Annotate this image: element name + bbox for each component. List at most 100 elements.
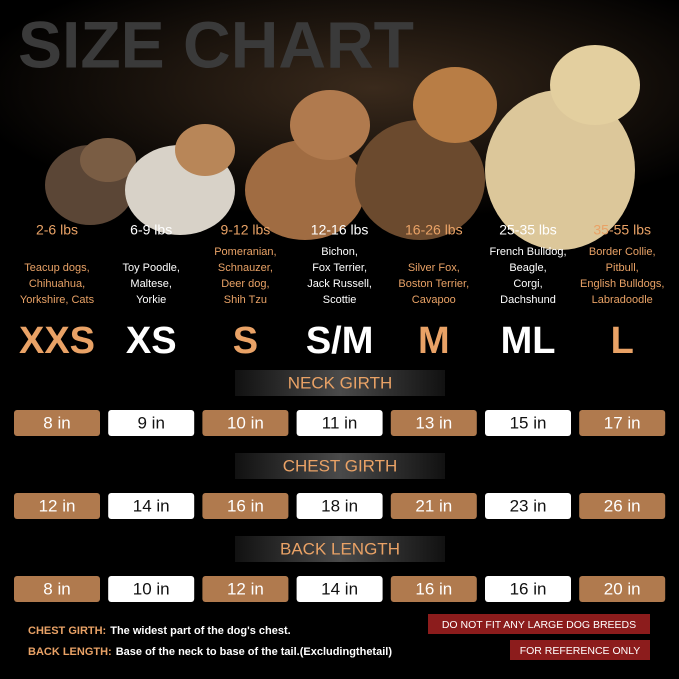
value: 10 in	[133, 579, 170, 598]
value-box	[202, 410, 289, 436]
weight: 9-12 lbs	[220, 222, 270, 238]
weight: 16-26 lbs	[405, 222, 463, 238]
warning: FOR REFERENCE ONLY	[520, 645, 641, 657]
value-box	[202, 493, 289, 519]
size-label: S/M	[306, 320, 374, 362]
breed: Teacup dogs,	[24, 262, 89, 274]
value-box	[390, 410, 477, 436]
value: 8 in	[43, 413, 70, 432]
breed: Bichon,	[321, 246, 358, 258]
section-header-bar	[235, 536, 445, 562]
breed: Cavapoo	[412, 294, 456, 306]
value-box	[14, 576, 100, 602]
size-label: S	[233, 320, 258, 362]
warnings: DO NOT FIT ANY LARGE DOG BREEDS FOR REFER…	[428, 614, 650, 660]
value: 16 in	[415, 579, 452, 598]
breed: Fox Terrier,	[312, 262, 367, 274]
weight: 2-6 lbs	[36, 222, 78, 238]
section-header-bar	[235, 370, 445, 396]
breed: Silver Fox,	[408, 262, 460, 274]
weight: 12-16 lbs	[311, 222, 369, 238]
breed: Labradoodle	[592, 294, 653, 306]
size-label: M	[418, 320, 450, 362]
dog-illustrations	[45, 45, 640, 250]
value: 17 in	[604, 413, 641, 432]
warning-box	[510, 640, 650, 660]
section-header: CHEST GIRTH	[283, 456, 398, 475]
size-label: XXS	[19, 320, 95, 362]
breed: English Bulldogs,	[580, 278, 664, 290]
warning-box	[428, 614, 650, 634]
size-columns: 2-6 lbs Teacup dogs, Chihuahua, Yorkshire, …	[19, 222, 664, 362]
breed: Boston Terrier,	[398, 278, 469, 290]
breed: Pitbull,	[606, 262, 639, 274]
value-box	[296, 576, 383, 602]
value-box	[108, 493, 195, 519]
value-box	[108, 410, 195, 436]
weight: 25-35 lbs	[499, 222, 557, 238]
value: 11 in	[322, 413, 358, 432]
section-header: NECK GIRTH	[288, 373, 393, 392]
note-term: CHEST GIRTH:	[28, 625, 106, 637]
note: BACK LENGTH: Base of the neck to base of …	[28, 646, 392, 658]
value-box	[296, 410, 383, 436]
value-box	[14, 493, 100, 519]
value: 12 in	[39, 496, 76, 515]
value: 15 in	[510, 413, 547, 432]
value: 14 in	[133, 496, 170, 515]
breed: Shih Tzu	[224, 294, 267, 306]
size-label: L	[611, 320, 634, 362]
breed: Maltese,	[130, 278, 172, 290]
breed: Toy Poodle,	[122, 262, 179, 274]
value: 16 in	[510, 579, 547, 598]
note-text: Base of the neck to base of the tail.(Ex…	[116, 646, 393, 658]
breed: Deer dog,	[221, 278, 269, 290]
value-box	[579, 493, 666, 519]
breed: Jack Russell,	[307, 278, 372, 290]
breed: Beagle,	[509, 262, 546, 274]
value: 10 in	[227, 413, 264, 432]
breed: Yorkshire, Cats	[20, 294, 95, 306]
value: 9 in	[137, 413, 164, 432]
breed: Pomeranian,	[214, 246, 276, 258]
value: 18 in	[321, 496, 358, 515]
title: SIZE CHART	[18, 7, 414, 81]
value-box	[579, 576, 666, 602]
value-box	[579, 410, 666, 436]
breed: Scottie	[323, 294, 357, 306]
value: 13 in	[415, 413, 452, 432]
value: 21 in	[415, 496, 452, 515]
note-term: BACK LENGTH:	[28, 646, 112, 658]
weight: 35-55 lbs	[593, 222, 651, 238]
value-box	[202, 576, 289, 602]
value-box	[485, 410, 571, 436]
breed: Corgi,	[513, 278, 542, 290]
value-box	[390, 576, 477, 602]
value: 16 in	[227, 496, 264, 515]
breed: Yorkie	[136, 294, 166, 306]
note: CHEST GIRTH: The widest part of the dog's…	[28, 625, 291, 637]
size-label: XS	[126, 320, 177, 362]
size-label: ML	[501, 320, 556, 362]
breed: French Bulldog,	[489, 246, 566, 258]
value-box	[14, 410, 100, 436]
value: 14 in	[321, 579, 358, 598]
value: 26 in	[604, 496, 641, 515]
weight: 6-9 lbs	[130, 222, 172, 238]
measurements: NECK GIRTH 8 in 9 in 10 in 11 in 13 in 15 in 17…	[14, 370, 666, 602]
value: 20 in	[604, 579, 641, 598]
value: 12 in	[227, 579, 264, 598]
section-header-bar	[235, 453, 445, 479]
notes: CHEST GIRTH: The widest part of the dog's…	[28, 625, 392, 658]
warning: DO NOT FIT ANY LARGE DOG BREEDS	[442, 619, 636, 631]
breed: Dachshund	[500, 294, 556, 306]
value-box	[485, 493, 571, 519]
section-header: BACK LENGTH	[280, 539, 400, 558]
note-text: The widest part of the dog's chest.	[110, 625, 290, 637]
value: 8 in	[43, 579, 70, 598]
value-box	[485, 576, 571, 602]
breed: Schnauzer,	[218, 262, 273, 274]
value: 23 in	[510, 496, 547, 515]
